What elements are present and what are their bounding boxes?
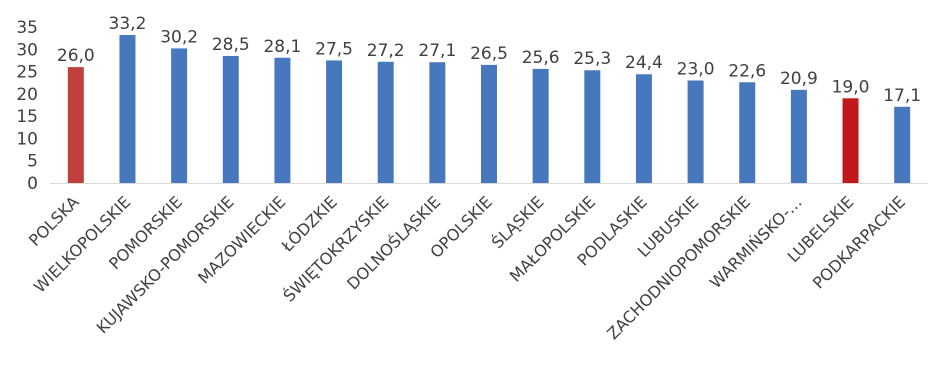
- x-tick-label: MAZOWIECKIE: [194, 192, 289, 287]
- bar: [842, 98, 859, 183]
- data-label: 25,6: [522, 48, 560, 68]
- data-label: 27,1: [418, 41, 456, 61]
- bar: [326, 60, 343, 183]
- bar: [171, 48, 188, 183]
- y-tick-label: 35: [16, 18, 38, 38]
- x-tick-label: PODKARPACKIE: [809, 192, 909, 292]
- data-label: 17,1: [883, 86, 921, 106]
- bar: [481, 64, 497, 183]
- bar: [377, 61, 394, 183]
- y-tick-label: 15: [16, 107, 38, 127]
- y-tick-label: 5: [27, 152, 38, 172]
- data-label: 33,2: [109, 14, 147, 34]
- data-label: 23,0: [677, 59, 715, 79]
- y-tick-label: 10: [16, 129, 38, 149]
- data-label: 30,2: [160, 27, 198, 47]
- bar: [635, 74, 652, 183]
- bar: [790, 89, 807, 183]
- bar: [222, 55, 239, 183]
- bar: [584, 70, 601, 183]
- bar: [894, 106, 911, 183]
- bar: [687, 80, 704, 183]
- data-label: 24,4: [625, 53, 663, 73]
- data-label: 26,5: [470, 44, 508, 64]
- data-labels: 26,0 33,2 30,2 28,5 28,1 27,5 27,2 27,1 26,5 25,6…: [57, 14, 921, 106]
- data-label: 22,6: [728, 61, 766, 81]
- bar: [274, 57, 291, 183]
- bar: [532, 68, 549, 183]
- x-tick-label: WIELKOPOLSKIE: [30, 192, 134, 296]
- x-tick-label: DOLNOŚLĄSKIE: [343, 192, 444, 293]
- bar: [739, 82, 756, 183]
- x-tick-label: WARMIŃSKO-…: [706, 192, 806, 292]
- x-axis: POLSKAWIELKOPOLSKIEPOMORSKIEKUJAWSKO-POM…: [25, 192, 909, 343]
- bar: [429, 62, 446, 184]
- data-label: 26,0: [57, 46, 95, 66]
- bars: [67, 35, 911, 184]
- y-tick-label: 0: [27, 174, 38, 194]
- bar: [67, 67, 84, 183]
- data-label: 27,2: [367, 41, 405, 61]
- data-label: 19,0: [832, 77, 870, 97]
- data-label: 20,9: [780, 69, 818, 89]
- y-tick-label: 30: [16, 40, 38, 60]
- data-label: 28,1: [263, 37, 301, 57]
- data-label: 27,5: [315, 39, 353, 59]
- data-label: 28,5: [212, 35, 250, 55]
- data-label: 25,3: [573, 49, 611, 69]
- bar: [119, 35, 136, 183]
- y-tick-label: 25: [16, 63, 38, 83]
- y-tick-label: 20: [16, 85, 38, 105]
